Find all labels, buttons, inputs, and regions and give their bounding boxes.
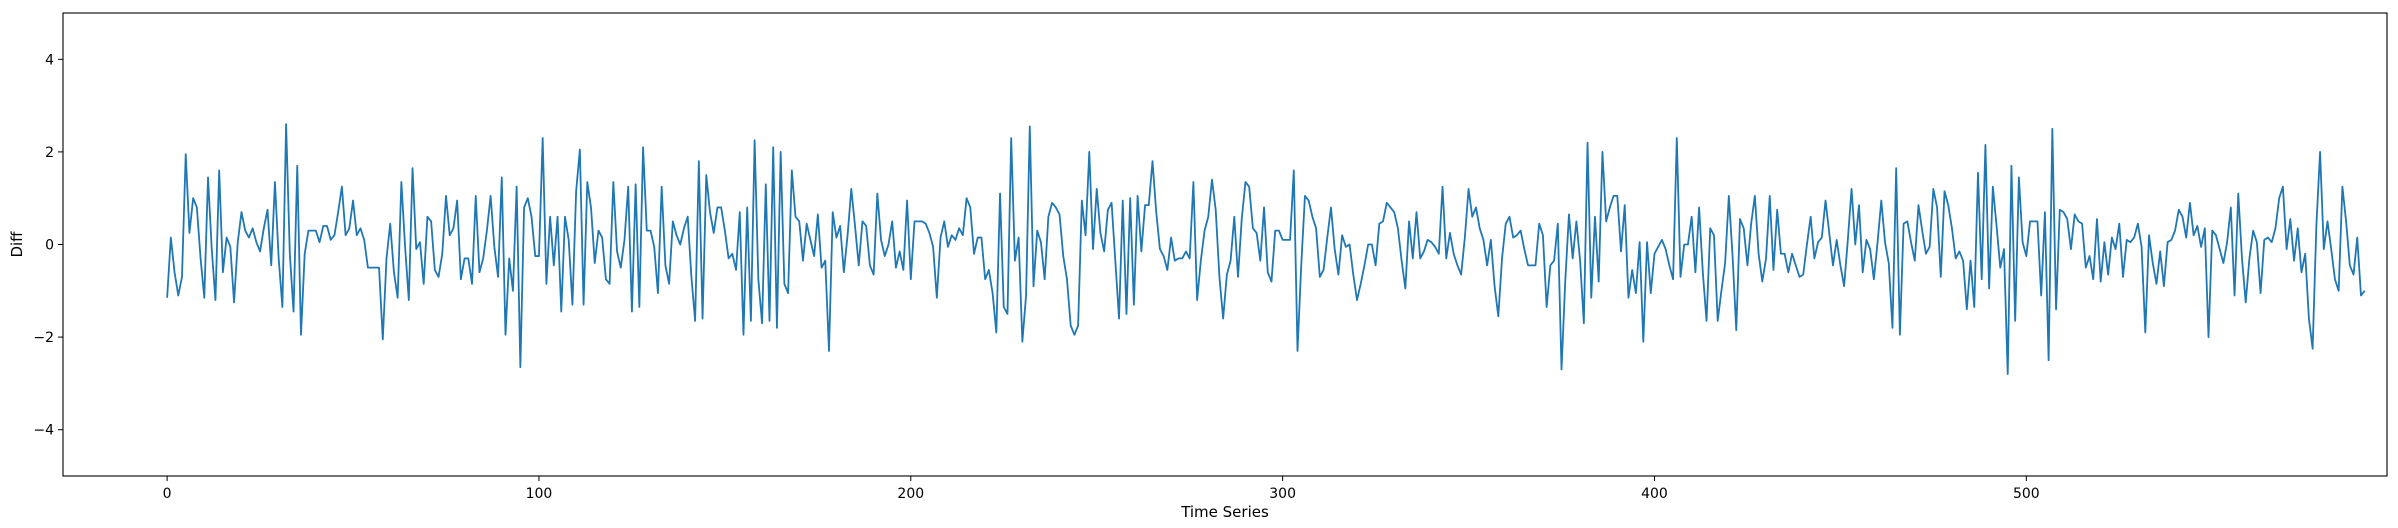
plot-frame	[62, 12, 2388, 477]
x-tick-label: 100	[526, 486, 553, 502]
x-tick-label: 400	[1641, 486, 1668, 502]
x-tick-label: 500	[2013, 486, 2040, 502]
y-axis-label: Diff	[8, 231, 26, 258]
y-tick-label: −4	[33, 423, 54, 439]
y-tick-label: 0	[45, 238, 54, 254]
x-axis-label: Time Series	[1180, 503, 1269, 521]
plot-area	[166, 123, 2366, 376]
x-tick-label: 200	[897, 486, 924, 502]
series-line-0	[166, 123, 2366, 376]
y-axis: −4 −2 0 2 4	[33, 52, 63, 439]
y-tick-label: 4	[45, 52, 54, 68]
y-tick-label: 2	[45, 145, 54, 161]
y-tick-label: −2	[33, 330, 54, 346]
x-tick-label: 300	[1269, 486, 1296, 502]
x-tick-label: 0	[163, 486, 172, 502]
x-axis: 0 100 200 300 400 500	[163, 476, 2040, 502]
